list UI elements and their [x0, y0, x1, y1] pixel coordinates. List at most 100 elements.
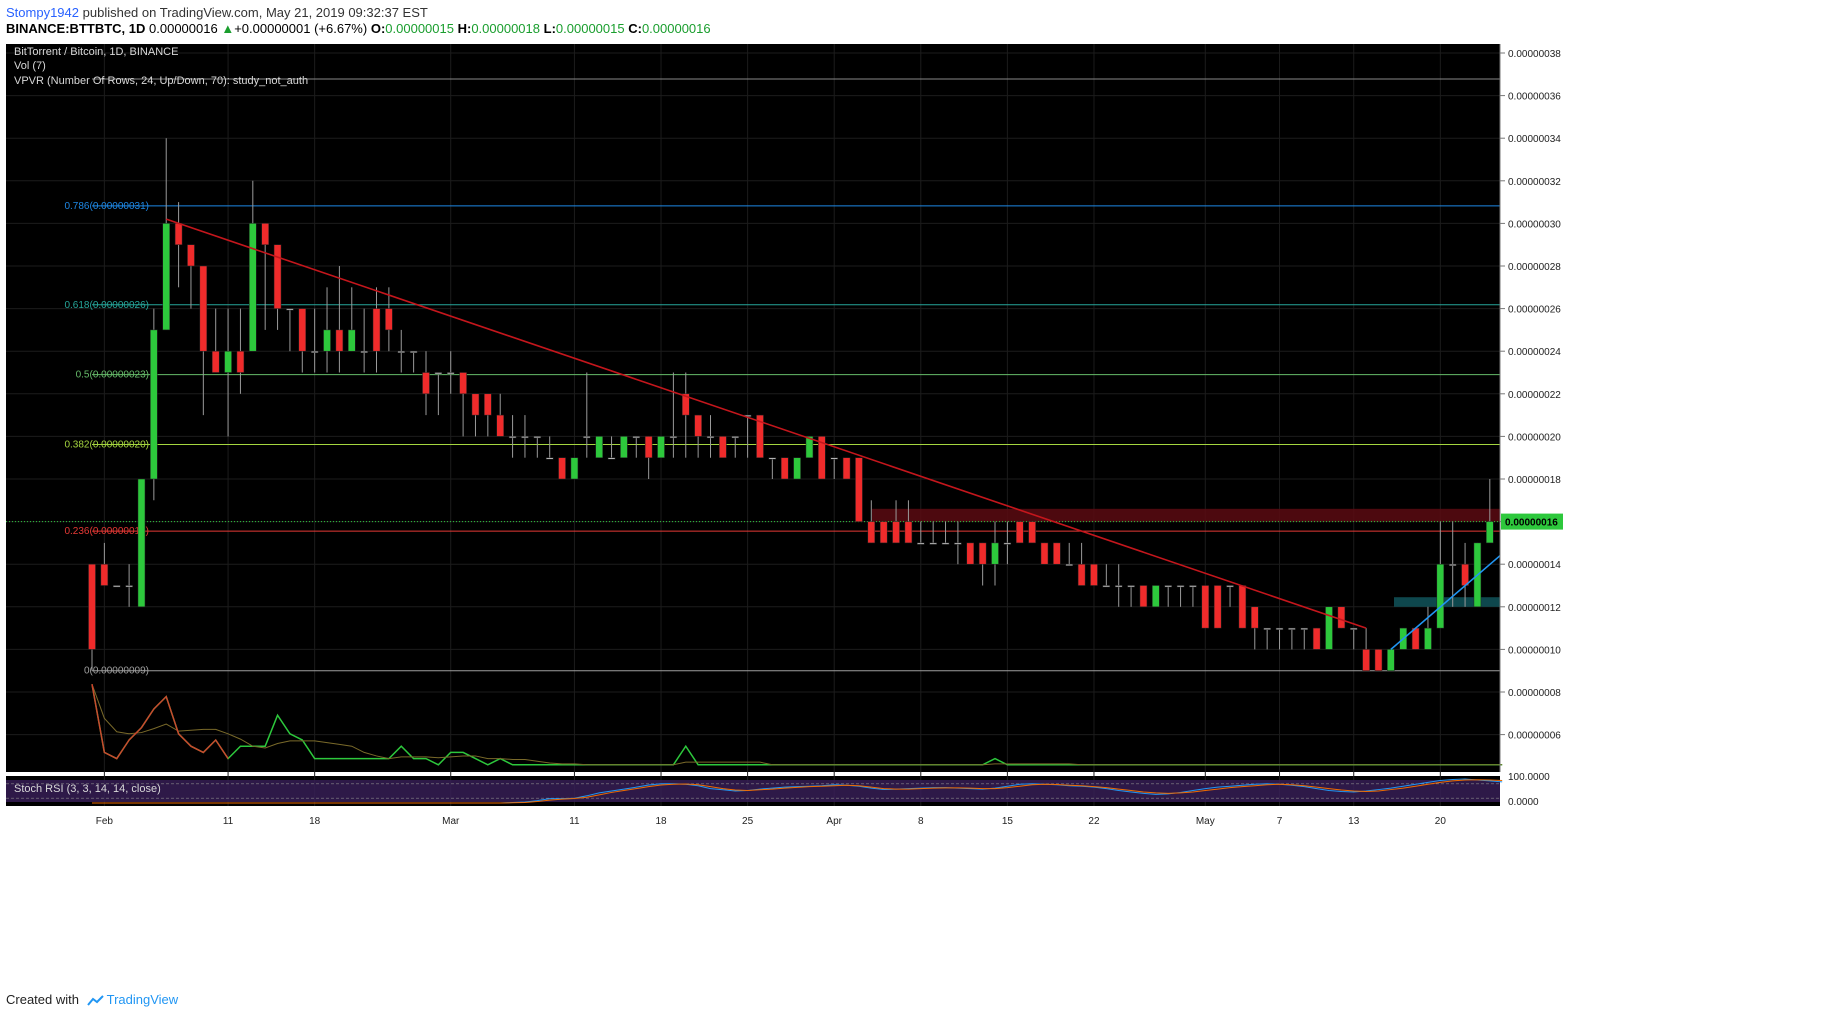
candle [1003, 521, 1012, 565]
candle-body [694, 414, 702, 437]
candle-body [607, 457, 616, 460]
candle [583, 372, 591, 458]
candle-body [793, 457, 801, 480]
y-axis-label: 0.00000014 [1508, 560, 1561, 571]
candle [1213, 585, 1222, 629]
candle [273, 244, 282, 330]
candle [335, 266, 344, 373]
stoch-rsi-band [6, 780, 1500, 802]
y-axis-label: 0.00000028 [1508, 262, 1561, 273]
high-value: 0.00000018 [471, 21, 540, 36]
candle [768, 457, 777, 479]
candle [731, 436, 739, 458]
x-axis-label: 13 [1348, 816, 1360, 827]
candle-body [1102, 585, 1111, 588]
candle-body [521, 436, 529, 439]
y-axis-label: 0.00000012 [1508, 603, 1561, 614]
candle-body [1090, 563, 1098, 586]
candle-body [1349, 627, 1358, 630]
candle-body [558, 457, 566, 480]
candle [150, 308, 158, 501]
candle [385, 287, 393, 352]
candle-body [892, 521, 900, 544]
fib-level-label: 0.618(0.00000026) [64, 300, 149, 311]
candle [434, 372, 443, 416]
candle-body [1003, 542, 1012, 545]
price-chart[interactable]: 0.786(0.00000031) 0.618(0.00000026) 0.5(0.… [6, 44, 1840, 984]
candle [1102, 564, 1111, 588]
candle-body [249, 223, 257, 352]
candle-body [1251, 606, 1259, 629]
fib-level-label: 0.5(0.00000023) [76, 370, 149, 381]
chart-area[interactable]: 0.786(0.00000031) 0.618(0.00000026) 0.5(0.… [6, 44, 1840, 984]
candle-body [1164, 585, 1172, 588]
candle-body [657, 436, 665, 458]
candle [558, 457, 566, 480]
price-change: +0.00000001 (+6.67%) [234, 21, 368, 36]
candle-body [855, 457, 863, 522]
candle-body [348, 329, 356, 352]
x-axis-label: 7 [1277, 816, 1283, 827]
candle [917, 521, 925, 545]
y-axis-label: 0.00000036 [1508, 92, 1561, 103]
fib-level-label: 0(0.00000009) [84, 666, 149, 677]
candle [1325, 606, 1333, 650]
candle-body [1053, 542, 1061, 565]
main-pane[interactable] [6, 44, 1500, 772]
candle-body [286, 308, 294, 311]
x-axis-label: 18 [655, 816, 667, 827]
candle [682, 372, 690, 458]
y-axis-label: 0.00000034 [1508, 134, 1561, 145]
candle-body [1238, 585, 1247, 629]
candle [1077, 542, 1086, 586]
candle [991, 521, 999, 586]
uptrend-line [1390, 555, 1501, 651]
y-axis-label: 0.00000022 [1508, 390, 1561, 401]
candle-body [1040, 542, 1049, 565]
candle [1263, 627, 1271, 650]
candle [842, 457, 851, 480]
candle [521, 415, 529, 458]
candle-body [954, 542, 962, 545]
y-axis-label: 0.00000018 [1508, 475, 1561, 486]
candle-body [1300, 627, 1309, 630]
candle [422, 351, 430, 416]
fib-level-label: 0.236(0.00000016) [64, 526, 149, 537]
candle-body [1362, 649, 1370, 671]
candle-body [1461, 563, 1469, 586]
candle-body [496, 414, 504, 437]
candle-body [731, 436, 739, 439]
candle [1312, 627, 1321, 650]
candle [1114, 564, 1123, 607]
tradingview-brand-link[interactable]: TradingView [106, 992, 179, 1007]
candle-body [1387, 649, 1395, 671]
candle-body [644, 436, 653, 458]
y-axis-label: 0.00000006 [1508, 731, 1561, 742]
candle [620, 436, 628, 458]
x-axis-label: Mar [442, 816, 460, 827]
candle [236, 308, 245, 394]
candle-body [261, 223, 269, 245]
candle-body [768, 457, 777, 460]
candle [310, 308, 319, 373]
up-arrow-icon: ▲ [221, 21, 235, 36]
candle-body [756, 414, 764, 458]
candle [1040, 542, 1049, 565]
chart-title: BitTorrent / Bitcoin, 1D, BINANCE [14, 46, 178, 58]
candle-body [1424, 627, 1432, 650]
candle [471, 393, 480, 437]
candle-body [879, 521, 888, 544]
publication-line: Stompy1942 published on TradingView.com,… [6, 5, 428, 20]
author-link[interactable]: Stompy1942 [6, 5, 79, 20]
candle-body [917, 542, 925, 545]
resistance-zone [872, 508, 1500, 522]
candle [793, 457, 801, 480]
candle-body [273, 244, 282, 309]
candle-body [595, 436, 603, 458]
candle-body [545, 457, 554, 460]
candle-body [112, 585, 121, 588]
quote-line: BINANCE:BTTBTC, 1D 0.00000016 ▲+0.000000… [6, 21, 711, 36]
candle [187, 244, 195, 309]
candle [780, 457, 789, 480]
candle [607, 436, 616, 460]
